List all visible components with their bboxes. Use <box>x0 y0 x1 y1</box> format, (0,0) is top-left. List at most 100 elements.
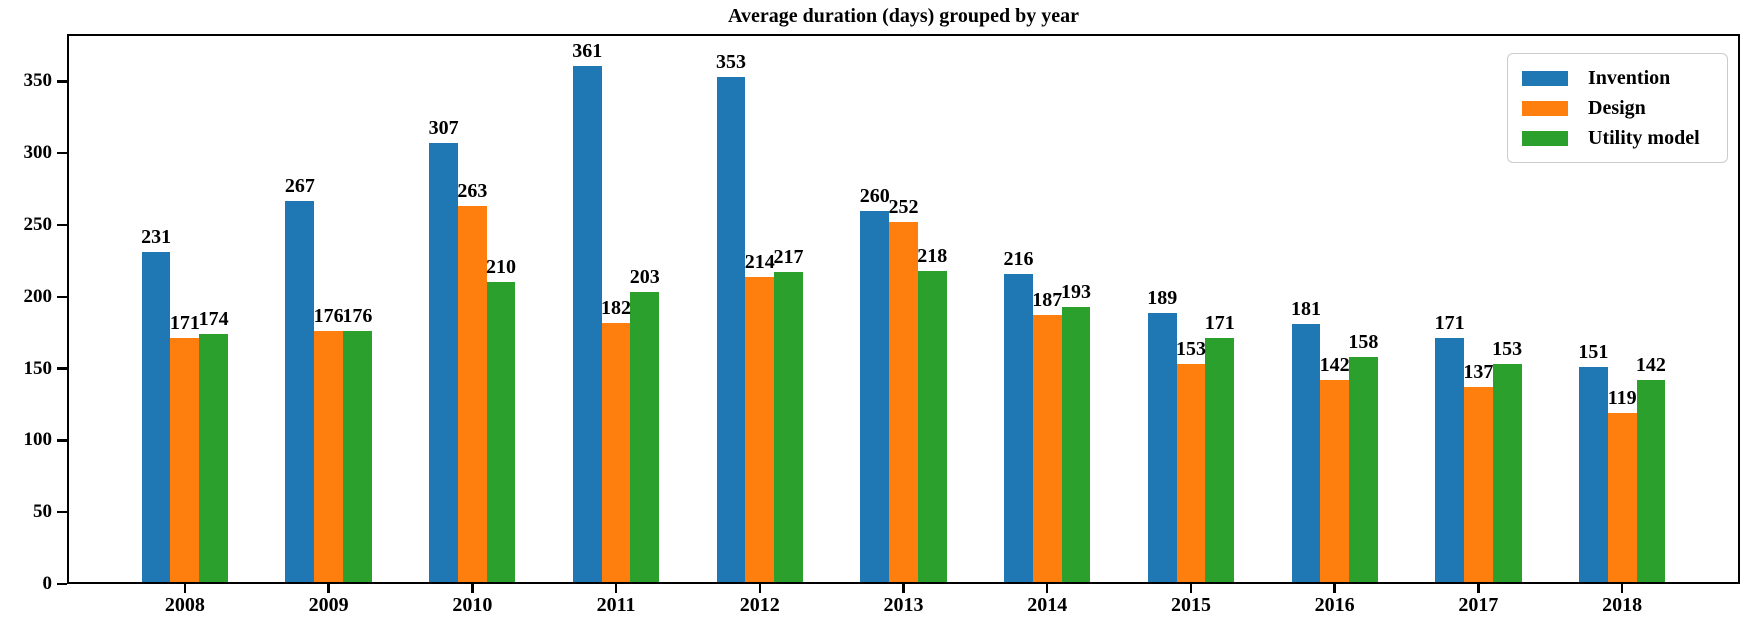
y-tick-label: 250 <box>23 213 53 235</box>
bar-value-label-design-2018: 119 <box>1607 387 1637 410</box>
bar-value-label-utility-model-2008: 174 <box>198 308 229 331</box>
bar-design-2015 <box>1176 364 1206 584</box>
bar-value-label-utility-model-2018: 142 <box>1635 354 1666 377</box>
x-tick-label: 2018 <box>1602 594 1643 616</box>
legend-swatch-invention <box>1522 70 1568 86</box>
bar-value-label-invention-2016: 181 <box>1290 298 1321 321</box>
y-tick-mark <box>57 223 67 227</box>
x-tick-mark <box>614 584 618 593</box>
bar-value-label-utility-model-2017: 153 <box>1492 338 1523 361</box>
bar-value-label-design-2017: 137 <box>1463 361 1494 384</box>
bar-utility-model-2016 <box>1349 357 1378 584</box>
bar-utility-model-2018 <box>1636 380 1666 584</box>
x-tick-label: 2009 <box>308 594 349 616</box>
bar-utility-model-2017 <box>1492 364 1522 584</box>
bar-value-label-utility-model-2011: 203 <box>629 266 660 289</box>
bar-value-label-design-2008: 171 <box>169 312 200 335</box>
bar-invention-2018 <box>1579 367 1608 584</box>
y-tick-mark <box>57 439 67 442</box>
bar-utility-model-2014 <box>1061 306 1091 584</box>
bar-value-label-design-2013: 252 <box>888 196 919 219</box>
bar-invention-2009 <box>285 200 315 584</box>
bar-design-2014 <box>1032 315 1062 584</box>
bar-design-2016 <box>1320 380 1350 584</box>
x-tick-label: 2016 <box>1314 594 1355 616</box>
legend-swatch-design <box>1522 100 1568 116</box>
y-tick-mark <box>57 295 67 299</box>
bar-value-label-invention-2009: 267 <box>284 174 315 197</box>
bar-value-label-utility-model-2013: 218 <box>917 244 948 267</box>
bar-value-label-design-2009: 176 <box>313 305 344 328</box>
bar-value-label-invention-2008: 231 <box>141 226 172 249</box>
bar-invention-2016 <box>1291 324 1321 584</box>
bar-value-label-design-2015: 153 <box>1175 338 1206 361</box>
y-tick-mark <box>57 510 67 514</box>
x-tick-mark <box>1189 584 1193 593</box>
bar-invention-2010 <box>429 143 458 584</box>
bar-value-label-invention-2017: 171 <box>1434 312 1465 335</box>
bar-utility-model-2012 <box>774 272 803 584</box>
legend-label-invention: Invention <box>1588 67 1671 89</box>
bar-design-2013 <box>889 222 918 584</box>
x-tick-mark <box>1620 584 1624 593</box>
y-tick-mark <box>57 80 67 83</box>
bar-value-label-utility-model-2014: 193 <box>1060 280 1091 303</box>
bar-design-2008 <box>170 338 200 584</box>
bar-value-label-design-2010: 263 <box>457 180 488 203</box>
x-tick-mark <box>183 584 187 593</box>
y-tick-label: 150 <box>23 357 53 379</box>
bar-value-label-utility-model-2012: 217 <box>773 246 804 269</box>
y-tick-mark <box>57 151 67 155</box>
x-tick-mark <box>327 584 330 593</box>
bar-value-label-invention-2015: 189 <box>1147 286 1178 309</box>
bar-value-label-invention-2018: 151 <box>1578 341 1609 364</box>
y-tick-mark <box>57 582 67 586</box>
bar-design-2012 <box>745 276 775 584</box>
y-tick-label: 100 <box>23 429 53 451</box>
x-tick-label: 2012 <box>739 594 780 616</box>
x-tick-label: 2008 <box>164 594 205 616</box>
x-tick-label: 2017 <box>1458 594 1499 616</box>
x-tick-mark <box>471 584 474 593</box>
legend-item-utility-model: Utility model <box>1522 128 1713 148</box>
bar-invention-2014 <box>1004 273 1033 584</box>
x-tick-label: 2015 <box>1170 594 1211 616</box>
x-tick-mark <box>1477 584 1480 593</box>
bar-value-label-utility-model-2010: 210 <box>486 256 517 279</box>
bar-value-label-utility-model-2009: 176 <box>342 305 373 328</box>
bar-utility-model-2008 <box>199 334 228 584</box>
bar-value-label-design-2012: 214 <box>744 250 775 273</box>
y-tick-label: 350 <box>23 70 53 92</box>
bar-value-label-utility-model-2015: 171 <box>1204 312 1235 335</box>
bar-value-label-invention-2013: 260 <box>859 184 890 207</box>
y-tick-label: 50 <box>33 501 52 523</box>
bar-value-label-invention-2014: 216 <box>1003 247 1034 270</box>
x-tick-label: 2014 <box>1027 594 1068 616</box>
y-tick-label: 300 <box>23 142 53 164</box>
bar-value-label-design-2014: 187 <box>1032 289 1063 312</box>
x-tick-mark <box>902 584 905 593</box>
bar-design-2011 <box>601 322 631 584</box>
bar-design-2010 <box>457 206 487 584</box>
bar-design-2009 <box>314 331 343 584</box>
bar-value-label-design-2011: 182 <box>601 296 632 319</box>
bar-value-label-utility-model-2016: 158 <box>1348 331 1379 354</box>
x-tick-mark <box>1333 584 1336 593</box>
bar-value-label-invention-2012: 353 <box>716 51 747 74</box>
bar-design-2018 <box>1607 413 1637 584</box>
bar-value-label-design-2016: 142 <box>1319 354 1350 377</box>
bar-invention-2008 <box>141 252 171 584</box>
y-tick-label: 200 <box>23 285 53 307</box>
legend-label-design: Design <box>1588 97 1646 119</box>
x-tick-label: 2013 <box>883 594 924 616</box>
legend: Invention Design Utility model <box>1507 53 1728 163</box>
bar-invention-2013 <box>860 210 890 584</box>
legend-label-utility-model: Utility model <box>1588 127 1700 149</box>
y-tick-label: 0 <box>42 573 53 594</box>
legend-swatch-utility-model <box>1522 130 1568 146</box>
x-tick-mark <box>758 584 762 593</box>
x-tick-label: 2011 <box>596 594 636 616</box>
bar-design-2017 <box>1464 387 1493 584</box>
legend-item-invention: Invention <box>1522 68 1713 88</box>
